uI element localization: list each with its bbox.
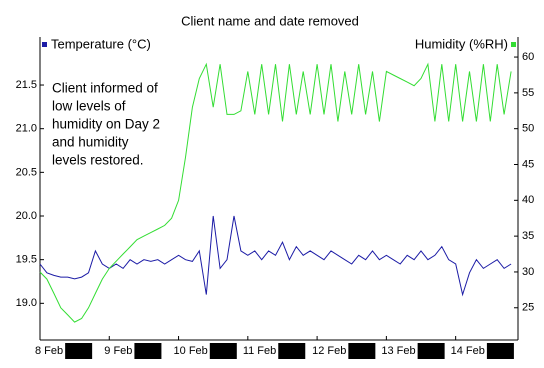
y-tick-label: 21.5 [16, 79, 37, 91]
y2-tick-label: 40 [522, 194, 534, 206]
x-tick-label: 11 Feb [243, 345, 276, 357]
y-tick-label: 20.0 [16, 210, 37, 222]
annotation: low levels of [52, 99, 126, 114]
x-tick-label: 12 Feb [312, 345, 346, 357]
y2-tick-label: 30 [522, 266, 534, 278]
legend-label: Humidity (%RH) [415, 36, 508, 51]
annotation: Client informed of [52, 81, 158, 96]
x-tick-label: 10 Feb [174, 345, 208, 357]
redaction [209, 343, 237, 359]
legend-swatch [511, 42, 516, 47]
redaction [486, 343, 514, 359]
redaction [417, 343, 445, 359]
y2-tick-label: 35 [522, 230, 534, 242]
y2-tick-label: 25 [522, 302, 534, 314]
y2-tick-label: 50 [522, 123, 534, 135]
chart-title: Client name and date removed [181, 13, 359, 28]
y2-tick-label: 60 [522, 51, 534, 63]
x-tick-label: 9 Feb [104, 345, 132, 357]
y2-tick-label: 55 [522, 87, 534, 99]
annotation: levels restored. [52, 153, 144, 168]
x-tick-label: 8 Feb [35, 345, 63, 357]
y-tick-label: 20.5 [16, 166, 37, 178]
redaction [348, 343, 376, 359]
y-tick-label: 19.5 [16, 254, 37, 266]
annotation: humidity on Day 2 [52, 117, 160, 132]
redaction [278, 343, 306, 359]
redaction [134, 343, 162, 359]
series-line [39, 215, 512, 297]
series-line [39, 62, 512, 323]
legend-label: Temperature (°C) [51, 36, 151, 51]
legend-swatch [42, 42, 47, 47]
y-tick-label: 21.0 [16, 123, 37, 135]
redaction [65, 343, 93, 359]
y-tick-label: 19.0 [16, 297, 37, 309]
x-tick-label: 14 Feb [451, 345, 485, 357]
annotation: and humidity [52, 135, 129, 150]
y2-tick-label: 45 [522, 158, 534, 170]
x-tick-label: 13 Feb [381, 345, 415, 357]
